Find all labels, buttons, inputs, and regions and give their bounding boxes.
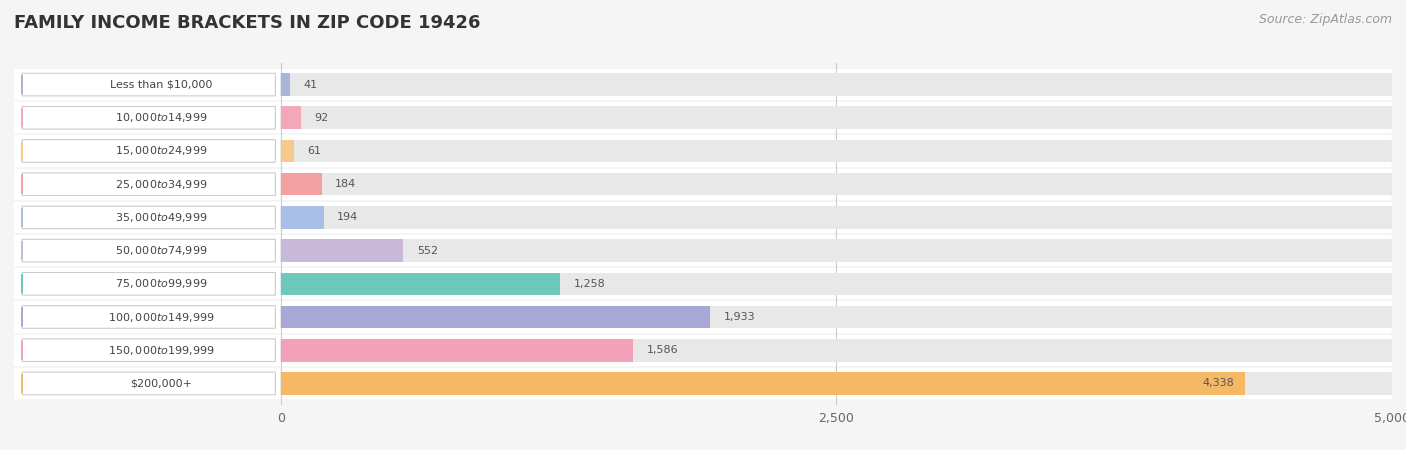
FancyBboxPatch shape (22, 206, 276, 229)
Bar (14, 69, 1392, 100)
Text: 1,933: 1,933 (724, 312, 755, 322)
Bar (281, 140, 1392, 162)
Text: 41: 41 (304, 80, 318, 90)
Bar (281, 273, 561, 295)
FancyBboxPatch shape (22, 140, 276, 162)
Text: 194: 194 (337, 212, 359, 222)
Bar (14, 302, 1392, 333)
Bar (14, 368, 1392, 399)
Text: 4,338: 4,338 (1202, 378, 1233, 388)
Text: 1,586: 1,586 (647, 345, 678, 355)
Text: FAMILY INCOME BRACKETS IN ZIP CODE 19426: FAMILY INCOME BRACKETS IN ZIP CODE 19426 (14, 14, 481, 32)
Text: $100,000 to $149,999: $100,000 to $149,999 (108, 310, 215, 324)
Text: 92: 92 (315, 113, 329, 123)
Text: $35,000 to $49,999: $35,000 to $49,999 (115, 211, 208, 224)
Text: $75,000 to $99,999: $75,000 to $99,999 (115, 277, 208, 290)
FancyBboxPatch shape (22, 239, 276, 262)
FancyBboxPatch shape (22, 73, 276, 96)
Bar (281, 339, 1392, 361)
Bar (281, 239, 404, 262)
Bar (14, 135, 1392, 166)
Bar (281, 273, 1392, 295)
FancyBboxPatch shape (22, 273, 276, 295)
FancyBboxPatch shape (22, 339, 276, 361)
Bar (14, 202, 1392, 233)
Bar (14, 235, 1392, 266)
Text: 552: 552 (416, 246, 437, 256)
Bar (14, 335, 1392, 366)
Bar (281, 140, 294, 162)
Text: $50,000 to $74,999: $50,000 to $74,999 (115, 244, 208, 257)
FancyBboxPatch shape (22, 306, 276, 328)
Bar (14, 169, 1392, 200)
Bar (281, 73, 1392, 96)
Bar (281, 107, 1392, 129)
Text: 61: 61 (308, 146, 322, 156)
Text: $150,000 to $199,999: $150,000 to $199,999 (108, 344, 215, 357)
Text: 184: 184 (335, 179, 356, 189)
Bar (281, 239, 1392, 262)
FancyBboxPatch shape (22, 372, 276, 395)
Bar (281, 73, 290, 96)
Bar (14, 268, 1392, 299)
Bar (281, 206, 323, 229)
FancyBboxPatch shape (22, 107, 276, 129)
Bar (281, 107, 301, 129)
Bar (281, 173, 322, 195)
Text: $200,000+: $200,000+ (131, 378, 193, 388)
Bar (14, 102, 1392, 133)
Text: Source: ZipAtlas.com: Source: ZipAtlas.com (1258, 14, 1392, 27)
Bar (281, 372, 1244, 395)
Text: $25,000 to $34,999: $25,000 to $34,999 (115, 178, 208, 191)
Text: 1,258: 1,258 (574, 279, 606, 289)
Bar (281, 306, 710, 328)
Text: Less than $10,000: Less than $10,000 (110, 80, 212, 90)
Bar (281, 306, 1392, 328)
FancyBboxPatch shape (22, 173, 276, 195)
Bar (281, 206, 1392, 229)
Text: $10,000 to $14,999: $10,000 to $14,999 (115, 111, 208, 124)
Bar (281, 339, 633, 361)
Bar (281, 173, 1392, 195)
Bar (281, 372, 1392, 395)
Text: $15,000 to $24,999: $15,000 to $24,999 (115, 144, 208, 158)
